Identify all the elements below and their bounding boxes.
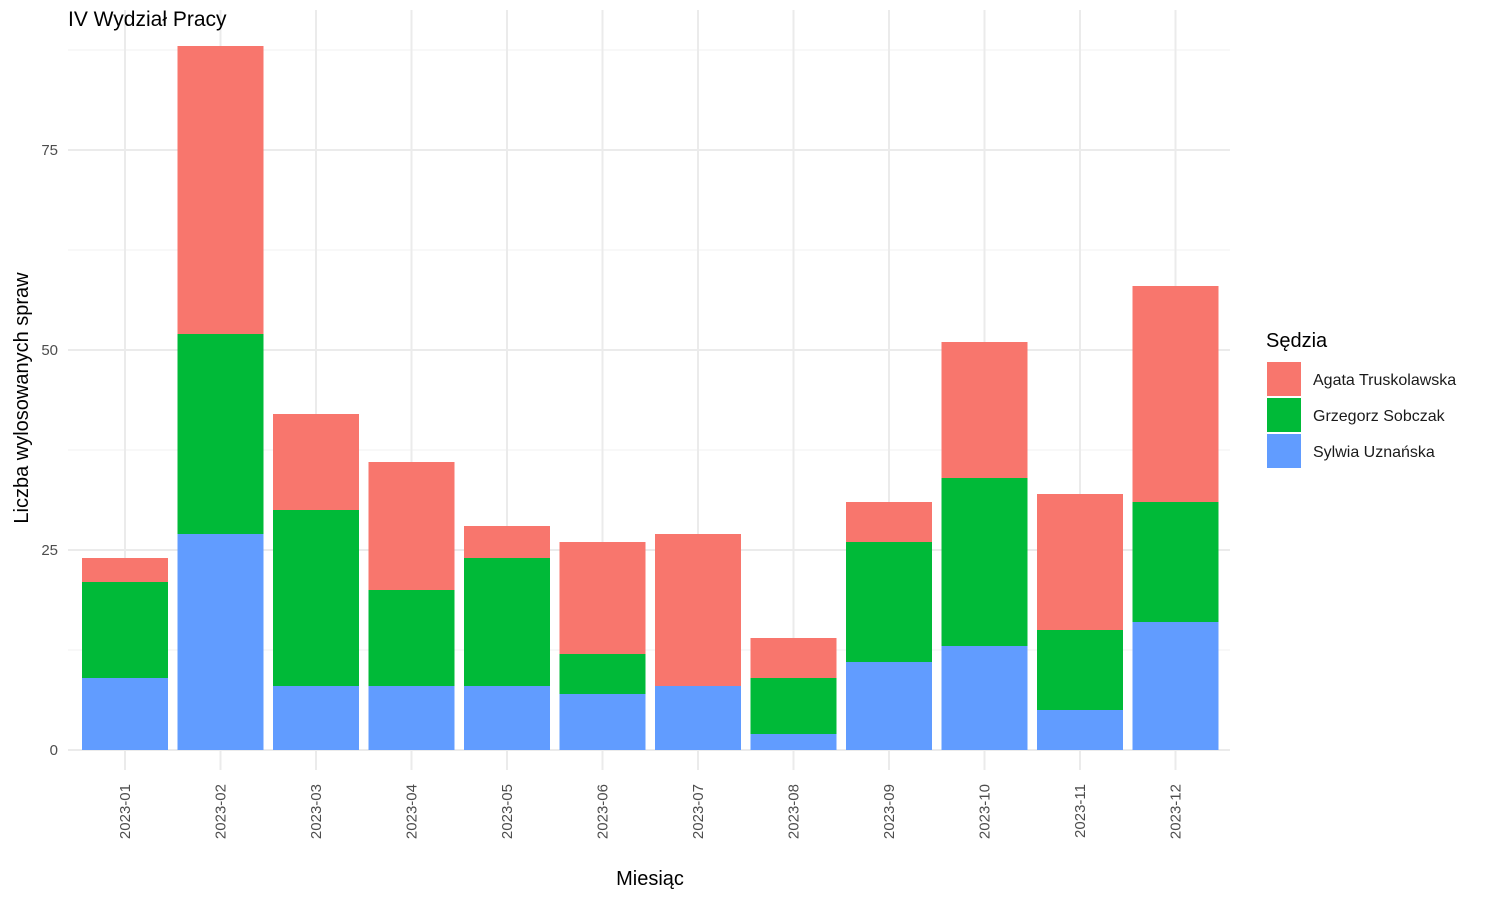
x-tick-label: 2023-09 xyxy=(881,784,898,839)
bar-sylwia-uznanska-2023-05 xyxy=(464,686,550,750)
x-axis-title: Miesiąc xyxy=(616,868,684,890)
bar-grzegorz-sobczak-2023-02 xyxy=(177,334,264,534)
bar-sylwia-uznanska-2023-08 xyxy=(750,734,837,750)
chart-title: IV Wydział Pracy xyxy=(68,8,227,31)
bar-agata-truskolawska-2023-05 xyxy=(464,526,550,558)
y-tick-label: 25 xyxy=(41,542,58,559)
y-axis-ticks: 0 25 50 75 xyxy=(41,142,58,759)
bar-sylwia-uznanska-2023-10 xyxy=(941,646,1028,750)
bar-agata-truskolawska-2023-01 xyxy=(82,558,168,582)
bar-agata-truskolawska-2023-02 xyxy=(177,46,264,334)
bar-sylwia-uznanska-2023-01 xyxy=(82,678,168,750)
x-tick-label: 2023-02 xyxy=(213,784,230,839)
bar-grzegorz-sobczak-2023-11 xyxy=(1037,630,1123,710)
bar-grzegorz-sobczak-2023-06 xyxy=(559,654,646,694)
legend-swatch xyxy=(1267,398,1301,432)
x-tick-label: 2023-04 xyxy=(404,784,421,839)
y-axis-title: Liczba wylosowanych spraw xyxy=(11,272,33,524)
bar-grzegorz-sobczak-2023-09 xyxy=(846,542,932,662)
bar-grzegorz-sobczak-2023-01 xyxy=(82,582,168,678)
x-tick-label: 2023-07 xyxy=(690,784,707,839)
bar-grzegorz-sobczak-2023-08 xyxy=(750,678,837,734)
x-tick-label: 2023-08 xyxy=(786,784,803,839)
bar-agata-truskolawska-2023-07 xyxy=(655,534,741,686)
y-tick-label: 0 xyxy=(50,742,58,759)
x-tick-label: 2023-12 xyxy=(1168,784,1185,839)
x-tick-label: 2023-01 xyxy=(117,784,134,839)
bar-sylwia-uznanska-2023-11 xyxy=(1037,710,1123,750)
bar-agata-truskolawska-2023-06 xyxy=(559,542,646,654)
bar-agata-truskolawska-2023-04 xyxy=(368,462,455,590)
bar-agata-truskolawska-2023-03 xyxy=(273,414,359,510)
bar-sylwia-uznanska-2023-12 xyxy=(1132,622,1219,750)
bar-sylwia-uznanska-2023-04 xyxy=(368,686,455,750)
x-tick-label: 2023-11 xyxy=(1072,784,1089,838)
bar-sylwia-uznanska-2023-07 xyxy=(655,686,741,750)
legend: Sędzia Agata Truskolawska Grzegorz Sobcza… xyxy=(1266,330,1456,468)
bar-agata-truskolawska-2023-09 xyxy=(846,502,932,542)
legend-title: Sędzia xyxy=(1266,330,1328,352)
legend-swatch xyxy=(1267,362,1301,396)
y-tick-label: 50 xyxy=(41,342,58,359)
legend-label: Agata Truskolawska xyxy=(1313,372,1456,389)
x-tick-label: 2023-03 xyxy=(308,784,325,839)
bar-grzegorz-sobczak-2023-12 xyxy=(1132,502,1219,622)
bar-sylwia-uznanska-2023-02 xyxy=(177,534,264,750)
bar-grzegorz-sobczak-2023-03 xyxy=(273,510,359,686)
bars-layer xyxy=(82,46,1219,750)
bar-agata-truskolawska-2023-12 xyxy=(1132,286,1219,502)
x-tick-label: 2023-05 xyxy=(499,784,516,839)
x-tick-label: 2023-10 xyxy=(977,784,994,839)
x-axis-ticks: 2023-01 2023-02 2023-03 2023-04 2023-05 2023-… xyxy=(117,784,1185,839)
bar-grzegorz-sobczak-2023-05 xyxy=(464,558,550,686)
bar-sylwia-uznanska-2023-03 xyxy=(273,686,359,750)
bar-sylwia-uznanska-2023-06 xyxy=(559,694,646,750)
bar-agata-truskolawska-2023-10 xyxy=(941,342,1028,478)
bar-sylwia-uznanska-2023-09 xyxy=(846,662,932,750)
bar-agata-truskolawska-2023-08 xyxy=(750,638,837,678)
legend-items: Agata Truskolawska Grzegorz Sobczak Sylwia… xyxy=(1267,362,1456,468)
x-tick-label: 2023-06 xyxy=(595,784,612,839)
legend-swatch xyxy=(1267,434,1301,468)
bar-agata-truskolawska-2023-11 xyxy=(1037,494,1123,630)
legend-label: Sylwia Uznańska xyxy=(1313,444,1435,461)
legend-label: Grzegorz Sobczak xyxy=(1313,408,1446,425)
y-tick-label: 75 xyxy=(41,142,58,159)
bar-grzegorz-sobczak-2023-04 xyxy=(368,590,455,686)
bar-grzegorz-sobczak-2023-10 xyxy=(941,478,1028,646)
